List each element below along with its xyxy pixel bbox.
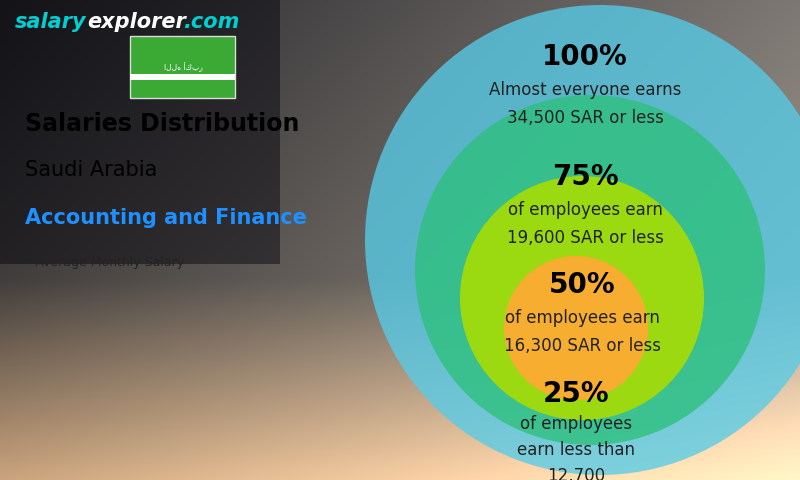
Text: 19,600 SAR or less: 19,600 SAR or less bbox=[506, 229, 663, 247]
Bar bbox=[130, 74, 235, 80]
Bar bbox=[130, 36, 235, 98]
Text: * Average Monthly Salary: * Average Monthly Salary bbox=[25, 256, 184, 269]
Text: Almost everyone earns: Almost everyone earns bbox=[489, 81, 681, 99]
Text: explorer: explorer bbox=[87, 12, 186, 32]
Text: 12,700: 12,700 bbox=[547, 467, 605, 480]
Text: 16,300 SAR or less: 16,300 SAR or less bbox=[503, 337, 661, 355]
Circle shape bbox=[415, 95, 765, 445]
Circle shape bbox=[504, 256, 648, 400]
Text: 50%: 50% bbox=[549, 271, 615, 299]
Text: of employees earn: of employees earn bbox=[507, 201, 662, 219]
Circle shape bbox=[460, 176, 704, 420]
Text: Salaries Distribution: Salaries Distribution bbox=[25, 112, 299, 136]
Text: 25%: 25% bbox=[542, 380, 610, 408]
Text: 34,500 SAR or less: 34,500 SAR or less bbox=[506, 109, 663, 127]
Text: Saudi Arabia: Saudi Arabia bbox=[25, 160, 158, 180]
Text: .com: .com bbox=[183, 12, 239, 32]
Text: of employees earn: of employees earn bbox=[505, 309, 659, 327]
Text: earn less than: earn less than bbox=[517, 441, 635, 459]
Circle shape bbox=[365, 5, 800, 475]
Text: salary: salary bbox=[15, 12, 86, 32]
Text: 75%: 75% bbox=[552, 163, 618, 191]
Text: Accounting and Finance: Accounting and Finance bbox=[25, 208, 307, 228]
Text: of employees: of employees bbox=[520, 415, 632, 433]
Text: الله أكبر: الله أكبر bbox=[163, 62, 202, 72]
Text: 100%: 100% bbox=[542, 43, 628, 71]
